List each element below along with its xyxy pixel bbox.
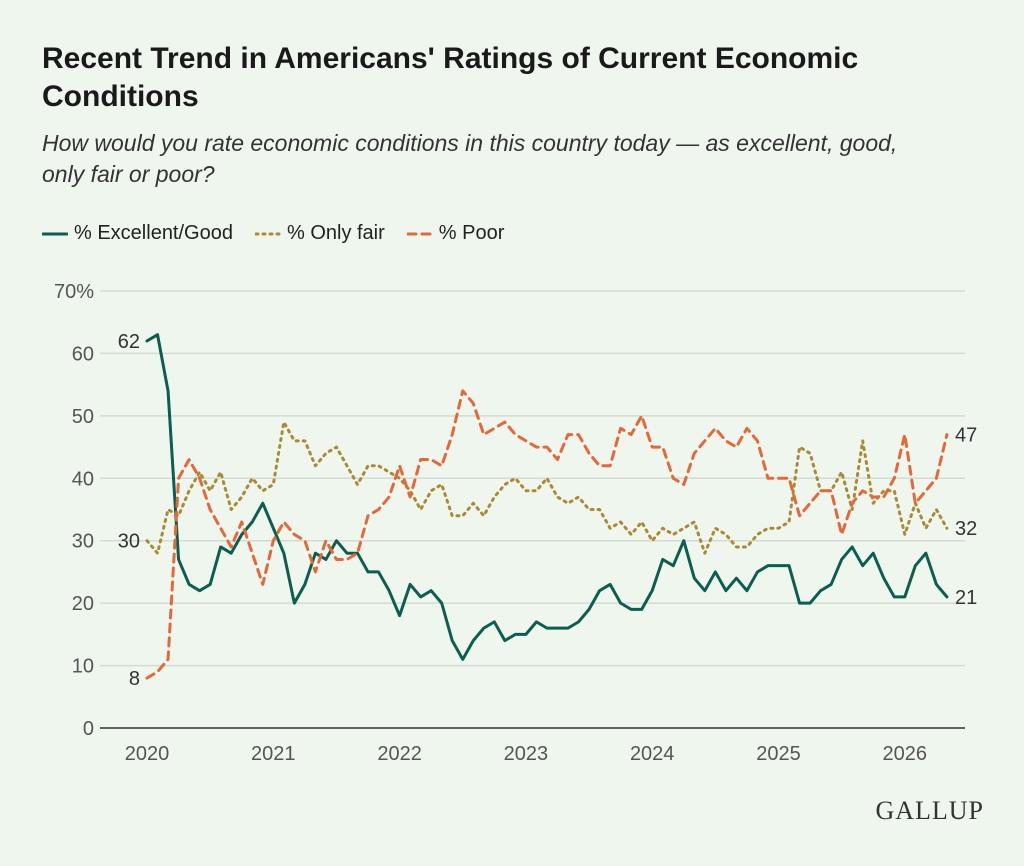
- y-tick-label: 60: [72, 343, 94, 365]
- series-line-1: [145, 420, 949, 555]
- y-tick-label: 40: [72, 468, 94, 490]
- end-value-label: 32: [955, 518, 977, 540]
- legend-label: % Excellent/Good: [74, 222, 233, 244]
- legend-item: % Excellent/Good: [42, 222, 233, 245]
- legend-item: % Only fair: [254, 222, 385, 245]
- series-line-2: [145, 389, 949, 680]
- end-value-label: 21: [955, 587, 977, 609]
- x-tick-label: 2023: [504, 743, 549, 765]
- chart-subtitle: How would you rate economic conditions i…: [42, 130, 898, 187]
- start-value-label: 62: [118, 331, 140, 353]
- legend: % Excellent/Good % Only fair % Poor: [42, 222, 504, 245]
- legend-label: % Only fair: [286, 222, 385, 244]
- y-tick-label: 10: [72, 656, 94, 678]
- series-line-0: [145, 333, 949, 661]
- gallup-logo: GALLUP: [875, 796, 984, 825]
- y-tick-label: 70%: [54, 281, 94, 303]
- legend-swatch: [42, 232, 68, 235]
- legend-label: % Poor: [438, 222, 505, 244]
- x-tick-label: 2020: [125, 743, 170, 765]
- y-tick-label: 50: [72, 406, 94, 428]
- x-tick-label: 2026: [883, 743, 928, 765]
- x-tick-label: 2024: [630, 743, 675, 765]
- legend-swatch: [254, 232, 281, 235]
- x-tick-label: 2022: [377, 743, 422, 765]
- y-tick-label: 20: [72, 593, 94, 615]
- end-value-label: 47: [955, 425, 977, 447]
- legend-swatch: [406, 232, 433, 235]
- x-tick-label: 2025: [756, 743, 801, 765]
- chart-title: Recent Trend in Americans' Ratings of Cu…: [42, 42, 859, 113]
- x-tick-label: 2021: [251, 743, 296, 765]
- start-value-label: 30: [118, 531, 140, 553]
- start-value-label: 8: [129, 668, 140, 690]
- y-tick-label: 30: [72, 531, 94, 553]
- legend-item: % Poor: [406, 222, 505, 245]
- y-tick-label: 0: [83, 718, 94, 740]
